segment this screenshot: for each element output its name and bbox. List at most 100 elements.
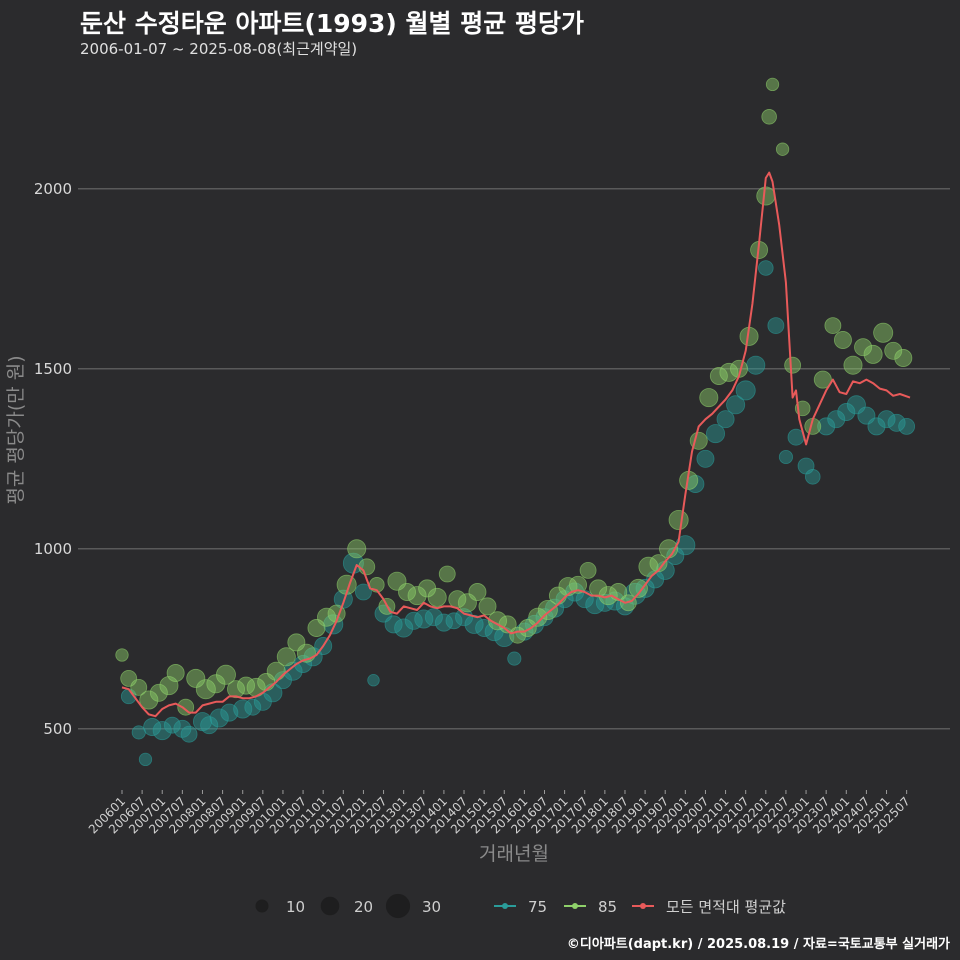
point-75 xyxy=(837,403,856,421)
point-75 xyxy=(394,618,414,638)
size-legend-circle xyxy=(320,896,340,916)
chart-subtitle: 2006-01-07 ~ 2025-08-08(최근계약일) xyxy=(80,40,358,58)
point-75 xyxy=(475,619,494,637)
chart-title: 둔산 수정타운 아파트(1993) 월별 평균 평당가 xyxy=(80,9,584,38)
point-75 xyxy=(152,721,172,741)
size-legend-label: 10 xyxy=(286,898,305,916)
size-legend-label: 30 xyxy=(422,898,441,916)
color-legend-label: 모든 면적대 평균값 xyxy=(666,898,786,916)
point-85 xyxy=(276,647,296,667)
point-85 xyxy=(537,600,558,621)
point-75 xyxy=(735,380,756,401)
point-85 xyxy=(638,556,659,577)
point-85 xyxy=(843,355,863,375)
point-85 xyxy=(347,539,367,559)
point-75 xyxy=(200,716,219,735)
point-75 xyxy=(817,417,836,436)
y-axis-ticks: 500 1000 1500 2000 xyxy=(34,180,72,738)
point-85 xyxy=(761,109,777,125)
point-85 xyxy=(528,607,548,627)
point-75 xyxy=(804,469,821,485)
point-75 xyxy=(244,698,262,716)
point-75 xyxy=(283,661,303,681)
point-85 xyxy=(149,683,168,702)
point-85 xyxy=(884,341,903,360)
point-75 xyxy=(767,317,785,335)
point-85 xyxy=(775,142,790,156)
point-75 xyxy=(138,752,153,767)
point-85 xyxy=(130,678,148,696)
point-75 xyxy=(180,725,198,743)
point-85 xyxy=(215,664,236,685)
point-85 xyxy=(784,356,802,374)
point-85 xyxy=(317,607,337,627)
point-75 xyxy=(384,615,403,634)
point-85 xyxy=(719,362,739,382)
size-legend-circle xyxy=(385,893,411,919)
point-85 xyxy=(307,619,326,637)
point-85 xyxy=(478,597,497,616)
point-85 xyxy=(569,575,588,594)
scatter-points xyxy=(115,77,916,767)
point-75 xyxy=(635,578,655,598)
point-75 xyxy=(787,428,805,446)
point-75 xyxy=(827,410,846,429)
x-axis-ticks: 2006012006072007012007072008012008072009… xyxy=(86,790,913,837)
point-75 xyxy=(455,608,474,627)
point-75 xyxy=(163,716,181,734)
point-75 xyxy=(367,674,380,687)
point-85 xyxy=(166,664,185,682)
point-85 xyxy=(438,565,456,583)
point-75 xyxy=(867,417,886,436)
point-85 xyxy=(756,186,776,206)
point-85 xyxy=(287,633,306,652)
point-75 xyxy=(887,413,906,432)
point-85 xyxy=(579,561,597,579)
point-75 xyxy=(209,708,229,728)
point-85 xyxy=(139,690,159,710)
point-75 xyxy=(507,651,522,666)
point-85 xyxy=(628,578,648,598)
point-75 xyxy=(696,449,715,468)
point-85 xyxy=(765,77,780,92)
point-85 xyxy=(407,586,427,606)
point-75 xyxy=(355,583,372,601)
point-85 xyxy=(699,388,719,408)
point-85 xyxy=(468,583,487,601)
color-legend-label: 85 xyxy=(598,898,617,916)
y-axis-label: 평균 평당가(만 원) xyxy=(5,355,27,504)
point-85 xyxy=(186,668,206,688)
y-tick-label: 1000 xyxy=(34,540,72,558)
y-tick-label: 500 xyxy=(43,720,72,738)
legend: 10 20 30 75 85 모든 면적대 평균값 xyxy=(255,893,786,919)
point-85 xyxy=(854,338,873,357)
point-75 xyxy=(716,410,735,429)
point-85 xyxy=(237,676,256,695)
point-85 xyxy=(206,674,226,694)
point-75 xyxy=(173,719,192,738)
point-85 xyxy=(863,344,883,364)
point-85 xyxy=(668,509,689,530)
color-legend-dot xyxy=(502,903,508,909)
average-line xyxy=(121,171,911,718)
point-85 xyxy=(195,679,216,700)
point-85 xyxy=(227,680,245,699)
point-85 xyxy=(833,331,852,349)
point-85 xyxy=(177,698,195,716)
point-75 xyxy=(445,612,463,630)
point-85 xyxy=(709,367,728,385)
point-85 xyxy=(358,558,376,576)
color-legend-dot xyxy=(640,903,646,909)
point-75 xyxy=(726,395,746,415)
point-85 xyxy=(649,554,668,573)
average-line-group xyxy=(121,171,911,718)
point-75 xyxy=(424,608,443,627)
point-75 xyxy=(746,355,766,375)
point-85 xyxy=(813,370,832,389)
point-75 xyxy=(706,424,726,444)
source-caption: ©디아파트(dapt.kr) / 2025.08.19 / 자료=국토교통부 실… xyxy=(566,937,950,952)
x-axis-label: 거래년월 xyxy=(479,843,549,865)
point-85 xyxy=(873,322,894,343)
y-tick-label: 2000 xyxy=(34,180,72,198)
